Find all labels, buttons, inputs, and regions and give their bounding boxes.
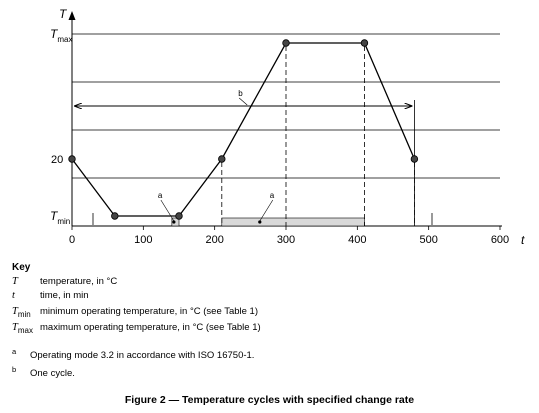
x-tick-label: 200 xyxy=(205,234,223,246)
x-tick-label: 100 xyxy=(134,234,152,246)
drop-lines xyxy=(221,46,415,226)
series xyxy=(68,39,419,220)
key-title: Key xyxy=(12,262,31,273)
key-description: maximum operating temperature, in °C (se… xyxy=(40,322,261,333)
footnote-text: One cycle. xyxy=(30,368,75,379)
annotation-label-a: a xyxy=(270,191,275,200)
y-tick-label: 20 xyxy=(51,154,63,166)
key-symbol: Tmin xyxy=(12,306,31,320)
y-tick-label: Tmax xyxy=(50,27,72,44)
key-description: minimum operating temperature, in °C (se… xyxy=(40,306,258,317)
key-description: time, in min xyxy=(40,290,89,301)
x-tick-label: 300 xyxy=(277,234,295,246)
x-tick-label: 600 xyxy=(491,234,509,246)
key-symbol: t xyxy=(12,290,15,301)
x-tick-label: 0 xyxy=(69,234,75,246)
y-tick-label: Tmin xyxy=(50,209,70,226)
annotation-leader xyxy=(239,97,248,106)
annotation-label-a: a xyxy=(158,191,163,200)
annotation-label-b: b xyxy=(238,89,243,98)
annotation-dot xyxy=(172,220,176,224)
key-symbol: Tmax xyxy=(12,322,33,336)
temperature-cycle-chart: T t Tmax 20 Tmin 0 100 200 300 400 500 600 a a b xyxy=(50,7,525,247)
series-line xyxy=(71,42,415,217)
annotation-dot xyxy=(258,220,262,224)
footnote-text: Operating mode 3.2 in accordance with IS… xyxy=(30,350,255,361)
y-axis-label: T xyxy=(59,7,68,21)
figure-caption: Figure 2 — Temperature cycles with speci… xyxy=(124,394,415,406)
data-point xyxy=(111,212,119,220)
data-point xyxy=(410,155,419,163)
x-tick-labels: 0 100 200 300 400 500 600 xyxy=(69,226,509,246)
tmin-tick-marks xyxy=(92,213,433,225)
y-axis-arrow xyxy=(68,11,76,20)
x-tick-label: 400 xyxy=(348,234,366,246)
footnote-symbol: a xyxy=(12,347,17,356)
key-description: temperature, in °C xyxy=(40,276,118,287)
x-tick-label: 500 xyxy=(419,234,437,246)
operating-mode-region xyxy=(221,217,365,227)
data-point xyxy=(175,212,183,220)
x-axis-label: t xyxy=(521,233,525,247)
y-tick-labels: Tmax 20 Tmin xyxy=(50,27,72,226)
annotations: a a b xyxy=(71,89,415,227)
data-point xyxy=(360,39,369,47)
data-point xyxy=(218,155,226,163)
footnote-symbol: b xyxy=(12,365,17,374)
key-symbol: T xyxy=(12,276,18,287)
annotation-leader xyxy=(160,199,175,222)
data-point xyxy=(68,155,76,163)
annotation-leader xyxy=(259,199,274,222)
data-point xyxy=(282,39,290,47)
